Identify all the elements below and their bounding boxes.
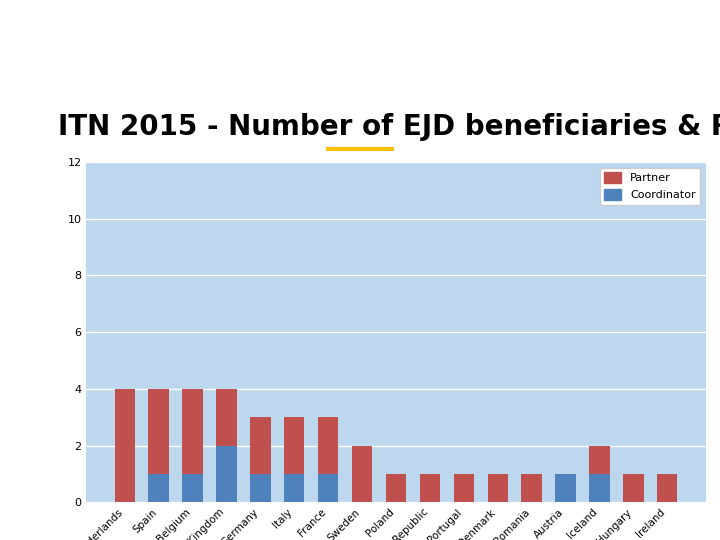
Bar — [624, 474, 644, 502]
Bar — [657, 474, 678, 502]
Bar — [250, 474, 271, 502]
Bar — [250, 417, 271, 474]
Bar — [352, 446, 372, 502]
Bar — [284, 417, 305, 474]
Bar — [182, 389, 203, 474]
Text: ITN 2015 - Number of EJD beneficiaries & Role: ITN 2015 - Number of EJD beneficiaries &… — [58, 113, 720, 141]
Bar — [521, 474, 542, 502]
Bar — [454, 474, 474, 502]
Bar — [284, 474, 305, 502]
Bar — [216, 446, 237, 502]
Bar — [318, 474, 338, 502]
Bar — [420, 474, 440, 502]
Bar — [148, 474, 168, 502]
Bar — [589, 474, 610, 502]
Bar — [216, 389, 237, 446]
Bar — [148, 389, 168, 474]
Bar — [555, 474, 576, 502]
Bar — [318, 417, 338, 474]
Legend: Partner, Coordinator: Partner, Coordinator — [600, 167, 700, 205]
Bar — [182, 474, 203, 502]
Bar — [386, 474, 406, 502]
Bar — [589, 446, 610, 474]
Bar — [114, 389, 135, 502]
Bar — [487, 474, 508, 502]
